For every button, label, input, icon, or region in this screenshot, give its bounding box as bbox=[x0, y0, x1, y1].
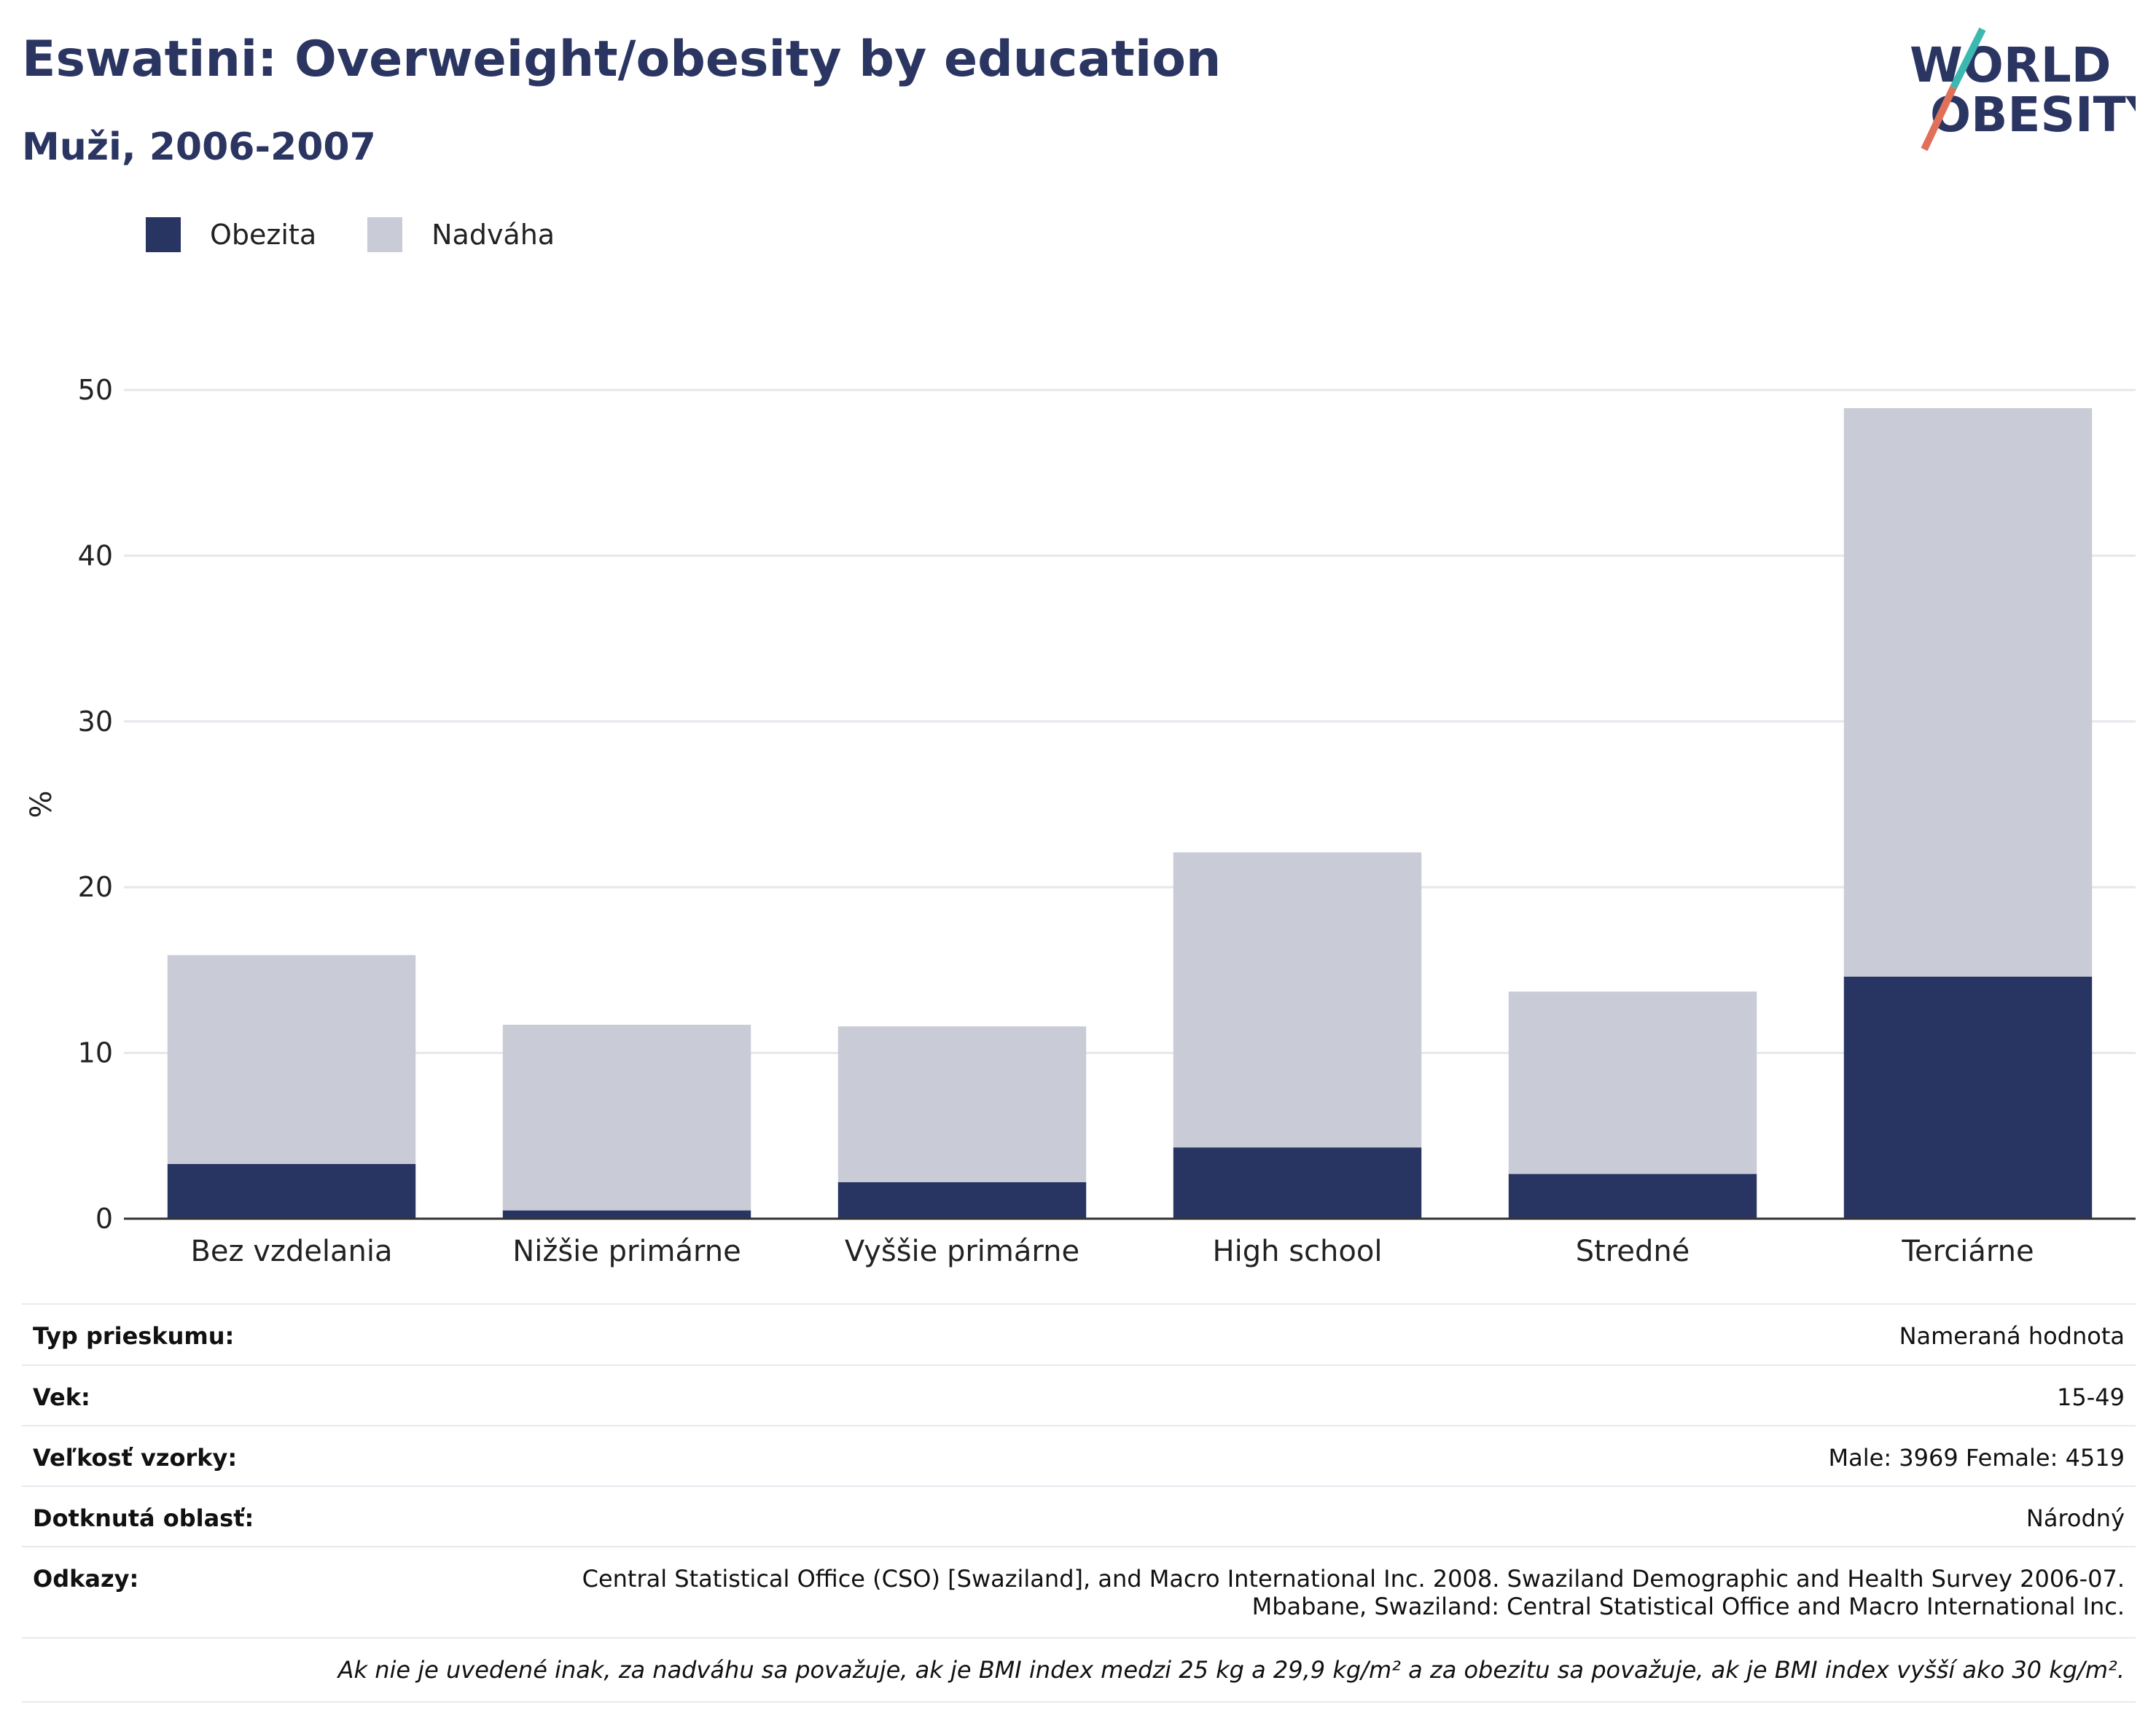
bar-chart: 0 10 20 30 40 50% Bez vzdelania Nižšie primárne… bbox=[25, 374, 2136, 1268]
bar-overweight[interactable] bbox=[1843, 408, 2093, 977]
bar-layer bbox=[167, 408, 2093, 1219]
y-axis-label: % bbox=[25, 790, 58, 818]
info-label: Typ prieskumu: bbox=[33, 1322, 235, 1350]
x-tick-label: Stredné bbox=[1576, 1235, 1690, 1268]
info-value: Nameraná hodnota bbox=[1899, 1322, 2125, 1350]
y-tick-label: 20 bbox=[78, 871, 113, 903]
info-row-age: Vek: 15-49 bbox=[22, 1364, 2136, 1425]
bar-overweight[interactable] bbox=[502, 1024, 751, 1211]
bar-obesity[interactable] bbox=[1843, 976, 2093, 1219]
info-row-survey-type: Typ prieskumu: Nameraná hodnota bbox=[22, 1303, 2136, 1364]
logo-slash-teal bbox=[1950, 27, 1986, 90]
legend-label-obesity: Obezita bbox=[210, 219, 317, 251]
x-tick-label: Nižšie primárne bbox=[512, 1235, 741, 1268]
info-row-sample-size: Veľkosť vzorky: Male: 3969 Female: 4519 bbox=[22, 1425, 2136, 1485]
info-value: Národný bbox=[2026, 1504, 2125, 1532]
bar-obesity[interactable] bbox=[167, 1163, 416, 1219]
y-tick-label: 40 bbox=[78, 539, 113, 571]
info-row-area: Dotknutá oblasť: Národný bbox=[22, 1485, 2136, 1546]
reference-line-2: Mbabane, Swaziland: Central Statistical … bbox=[1251, 1593, 2125, 1620]
bar-obesity[interactable] bbox=[1173, 1147, 1422, 1219]
bar-overweight[interactable] bbox=[167, 955, 416, 1164]
legend-label-overweight: Nadváha bbox=[431, 219, 555, 251]
info-value: Male: 3969 Female: 4519 bbox=[1828, 1444, 2125, 1472]
x-tick-label: Terciárne bbox=[1901, 1235, 2034, 1268]
bar-obesity[interactable] bbox=[502, 1210, 751, 1219]
world-obesity-logo: WORLD OBESITY bbox=[1910, 27, 2136, 152]
legend-item-obesity[interactable]: Obezita bbox=[146, 217, 316, 252]
info-value: 15-49 bbox=[2057, 1383, 2125, 1411]
info-label: Veľkosť vzorky: bbox=[33, 1444, 238, 1472]
y-tick-label: 0 bbox=[95, 1203, 113, 1235]
logo-line1: WORLD bbox=[1910, 37, 2112, 93]
logo-line2: OBESITY bbox=[1930, 87, 2136, 143]
y-tick-label: 10 bbox=[78, 1037, 113, 1069]
legend-swatch-overweight bbox=[367, 217, 403, 252]
bar-overweight[interactable] bbox=[837, 1026, 1087, 1182]
x-tick-label: Bez vzdelania bbox=[190, 1235, 392, 1268]
page-title: Eswatini: Overweight/obesity by educatio… bbox=[22, 31, 1222, 88]
chart-legend: Obezita Nadváha bbox=[146, 217, 606, 252]
axis-layer: 0 10 20 30 40 50% Bez vzdelania Nižšie primárne… bbox=[25, 374, 2136, 1268]
logo-slash-coral bbox=[1921, 85, 1957, 152]
info-value-references: Central Statistical Office (CSO) [Swazil… bbox=[582, 1565, 2125, 1620]
x-tick-label: Vyššie primárne bbox=[845, 1235, 1079, 1268]
page-subtitle: Muži, 2006-2007 bbox=[22, 125, 376, 169]
info-label: Vek: bbox=[33, 1383, 90, 1411]
bar-obesity[interactable] bbox=[837, 1182, 1087, 1219]
legend-swatch-obesity bbox=[146, 217, 181, 252]
info-row-references: Odkazy: Central Statistical Office (CSO)… bbox=[22, 1546, 2136, 1637]
legend-item-overweight[interactable]: Nadváha bbox=[367, 217, 555, 252]
bar-obesity[interactable] bbox=[1508, 1173, 1757, 1219]
info-label: Odkazy: bbox=[33, 1565, 139, 1593]
definition-note: Ak nie je uvedené inak, za nadváhu sa po… bbox=[22, 1637, 2136, 1703]
x-tick-label: High school bbox=[1213, 1235, 1383, 1268]
reference-line-1: Central Statistical Office (CSO) [Swazil… bbox=[582, 1565, 2125, 1593]
y-tick-label: 50 bbox=[78, 374, 113, 406]
info-label: Dotknutá oblasť: bbox=[33, 1504, 254, 1532]
bar-overweight[interactable] bbox=[1173, 852, 1422, 1148]
grid-layer bbox=[124, 388, 2136, 1055]
y-tick-label: 30 bbox=[78, 706, 113, 738]
info-table: Typ prieskumu: Nameraná hodnota Vek: 15-… bbox=[22, 1303, 2136, 1703]
bar-overweight[interactable] bbox=[1508, 991, 1757, 1174]
